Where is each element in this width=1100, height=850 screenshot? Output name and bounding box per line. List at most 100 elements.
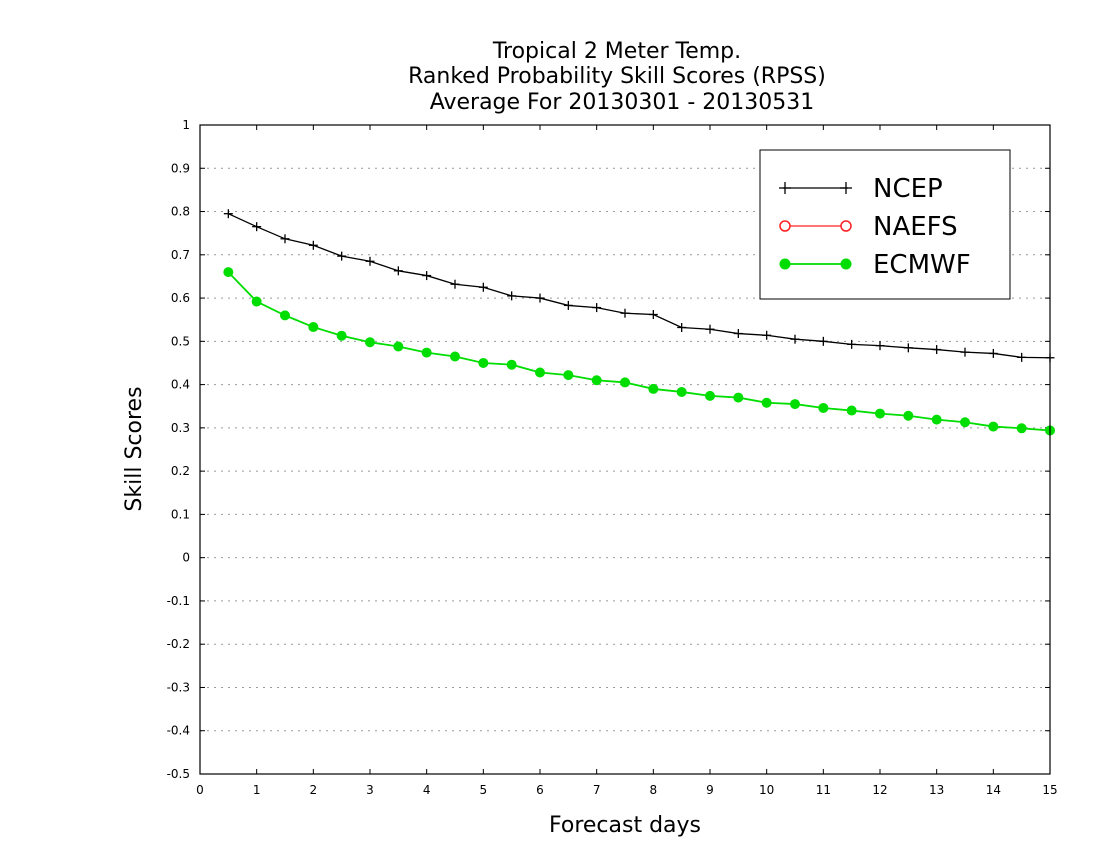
data-point-ncep bbox=[903, 343, 913, 353]
legend-label-ecmwf: ECMWF bbox=[873, 250, 971, 280]
chart-title: Tropical 2 Meter Temp. Ranked Probabilit… bbox=[408, 39, 826, 115]
y-axis-label: Skill Scores bbox=[122, 386, 147, 511]
data-point-ecmwf bbox=[903, 410, 914, 421]
data-point-ecmwf bbox=[365, 337, 375, 348]
data-point-ncep bbox=[507, 291, 517, 301]
data-point-ecmwf bbox=[506, 359, 517, 370]
data-point-ecmwf bbox=[251, 296, 262, 307]
legend-marker-ecmwf bbox=[779, 258, 791, 270]
data-point-ncep bbox=[337, 251, 347, 261]
data-point-ncep bbox=[252, 222, 262, 232]
data-point-ncep bbox=[932, 345, 942, 355]
y-tick-label: 0.8 bbox=[171, 205, 190, 219]
y-tick-label: 0.7 bbox=[171, 248, 190, 262]
data-point-ecmwf bbox=[308, 322, 319, 333]
data-point-ecmwf bbox=[733, 392, 744, 403]
data-point-ncep bbox=[592, 303, 602, 313]
data-point-ncep bbox=[960, 347, 970, 357]
x-tick-label: 10 bbox=[759, 783, 774, 797]
data-point-ecmwf bbox=[1016, 423, 1027, 434]
data-point-ecmwf bbox=[875, 408, 885, 419]
x-tick-label: 9 bbox=[706, 783, 714, 797]
data-point-ecmwf bbox=[931, 414, 942, 425]
data-point-ecmwf bbox=[563, 370, 574, 381]
x-axis-label: Forecast days bbox=[549, 813, 701, 838]
x-tick-label: 14 bbox=[986, 783, 1001, 797]
data-point-ncep bbox=[1017, 352, 1027, 362]
data-point-ecmwf bbox=[648, 383, 659, 394]
y-tick-label: 0.2 bbox=[171, 464, 190, 478]
data-point-ecmwf bbox=[988, 421, 999, 432]
data-point-ncep bbox=[393, 266, 403, 276]
y-tick-label: 0 bbox=[182, 551, 190, 565]
legend-marker-naefs bbox=[779, 220, 791, 232]
y-tick-label: 0.6 bbox=[171, 291, 190, 305]
data-point-ncep bbox=[308, 240, 318, 250]
data-point-ecmwf bbox=[223, 267, 234, 278]
data-point-ecmwf bbox=[450, 351, 460, 362]
x-tick-label: 2 bbox=[310, 783, 318, 797]
data-point-ecmwf bbox=[421, 347, 432, 358]
legend-label-naefs: NAEFS bbox=[873, 212, 958, 242]
data-point-ncep bbox=[988, 348, 998, 358]
data-point-ecmwf bbox=[535, 367, 545, 378]
data-point-ncep bbox=[790, 334, 800, 344]
legend-marker-ecmwf bbox=[840, 258, 852, 270]
data-point-ecmwf bbox=[846, 405, 857, 416]
data-point-ncep bbox=[478, 282, 488, 292]
data-point-ecmwf bbox=[478, 357, 489, 368]
data-point-ncep bbox=[422, 271, 432, 281]
x-tick-label: 5 bbox=[480, 783, 488, 797]
y-tick-label: -0.1 bbox=[167, 594, 190, 608]
y-tick-label: -0.3 bbox=[167, 680, 190, 694]
y-tick-label: 0.4 bbox=[171, 378, 190, 392]
data-point-ecmwf bbox=[705, 390, 715, 401]
y-tick-label: -0.5 bbox=[167, 767, 190, 781]
legend-box bbox=[759, 149, 1011, 300]
legend-entry-ecmwf: ECMWF bbox=[779, 250, 971, 280]
y-axis-ticks: -0.5 -0.4 -0.3 -0.2 -0.1 0 0.1 0.2 0.3 0.4 0.5 0.6 0… bbox=[167, 118, 1050, 781]
data-point-ncep bbox=[847, 339, 857, 349]
x-tick-label: 15 bbox=[1042, 783, 1057, 797]
chart-title-line-3: Average For 20130301 - 20130531 bbox=[430, 90, 815, 115]
data-point-ncep bbox=[535, 293, 545, 303]
series-line-ncep bbox=[228, 213, 1051, 359]
y-tick-label: 0.5 bbox=[171, 334, 190, 348]
chart-title-line-1: Tropical 2 Meter Temp. bbox=[492, 39, 741, 64]
y-tick-label: 0.1 bbox=[171, 507, 190, 521]
legend-marker-ncep bbox=[779, 182, 791, 194]
legend: NCEP NAEFS ECMWF bbox=[759, 149, 1011, 300]
data-point-ecmwf bbox=[960, 417, 970, 428]
series-ncep bbox=[223, 209, 1055, 363]
data-point-ncep bbox=[648, 310, 658, 320]
y-tick-label: -0.2 bbox=[167, 637, 190, 651]
data-point-ncep bbox=[677, 322, 687, 332]
data-point-ncep bbox=[365, 256, 375, 266]
data-point-ncep bbox=[620, 308, 630, 318]
data-point-ncep bbox=[705, 324, 715, 334]
data-point-ecmwf bbox=[620, 377, 630, 388]
x-tick-label: 6 bbox=[536, 783, 544, 797]
data-point-ncep bbox=[450, 279, 460, 289]
data-point-ncep bbox=[818, 336, 828, 346]
legend-marker-naefs bbox=[840, 220, 852, 232]
legend-entry-naefs: NAEFS bbox=[779, 212, 958, 242]
x-tick-label: 1 bbox=[253, 783, 261, 797]
data-point-ncep bbox=[280, 234, 290, 244]
x-tick-label: 13 bbox=[929, 783, 944, 797]
legend-entry-ncep: NCEP bbox=[779, 174, 943, 204]
data-point-ncep bbox=[563, 300, 573, 310]
data-point-ecmwf bbox=[790, 399, 800, 410]
legend-label-ncep: NCEP bbox=[873, 174, 943, 204]
data-point-ecmwf bbox=[336, 330, 347, 341]
y-tick-label: 0.9 bbox=[171, 161, 190, 175]
series-ecmwf bbox=[223, 267, 1055, 436]
x-tick-label: 12 bbox=[872, 783, 887, 797]
y-tick-label: 1 bbox=[182, 118, 190, 132]
data-point-ecmwf bbox=[818, 402, 829, 413]
legend-marker-ncep bbox=[840, 182, 852, 194]
x-tick-label: 4 bbox=[423, 783, 431, 797]
y-tick-label: -0.4 bbox=[167, 724, 190, 738]
